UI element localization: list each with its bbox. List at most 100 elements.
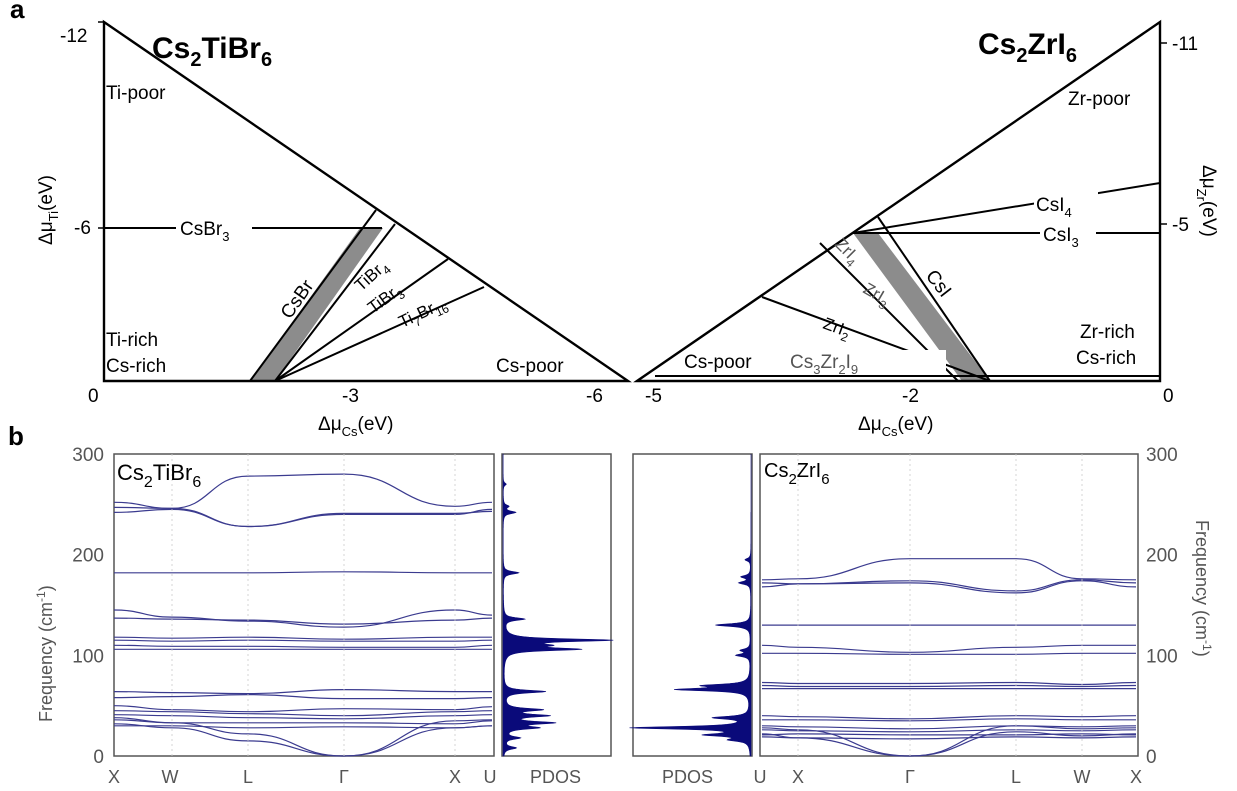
label-cs-poor-right: Cs-poor — [684, 352, 752, 373]
xtick-label-right: W — [1074, 767, 1091, 787]
label-cs-poor-left: Cs-poor — [496, 356, 564, 377]
frame-pdos-right — [632, 453, 753, 757]
label-bg-csi4 — [1034, 190, 1098, 216]
ytick-label: -6 — [74, 218, 91, 239]
boundary-csi4 — [852, 182, 1161, 234]
xtick-label: -2 — [902, 386, 919, 407]
y-axis-label-right: ΔμZr(eV) — [1194, 165, 1219, 237]
label-csi: CsI — [921, 266, 955, 301]
phonon-band-cs2zri6-14 — [761, 733, 1137, 736]
label-ti-rich: Ti-rich — [106, 330, 158, 351]
xtick-label-left: W — [162, 767, 179, 787]
panel-b-label: b — [8, 421, 24, 451]
label-bands-cs2tibr6: Cs2TiBr6 — [117, 460, 201, 491]
pdos-label-right: PDOS — [662, 767, 713, 787]
xtick-label-left: X — [449, 767, 461, 787]
phonon-band-cs2tibr6-7 — [113, 636, 492, 640]
stable-region-cs2zri6 — [853, 233, 990, 381]
phonon-band-cs2zri6-11 — [762, 718, 1136, 722]
phase-diagram-cs2tibr6: Cs2TiBr6 Ti-poor Ti-rich Cs-rich Cs-poor… — [36, 19, 632, 439]
xtick-label: -3 — [342, 386, 359, 407]
ytick-label: -5 — [1172, 215, 1189, 236]
ytick-label-left: 300 — [72, 445, 104, 466]
pdos-area-left — [502, 453, 614, 757]
boundary-tibr3 — [274, 258, 449, 382]
xtick-label-left: L — [243, 767, 253, 787]
label-cs-rich-right: Cs-rich — [1076, 348, 1136, 369]
pdos-area-right — [629, 454, 752, 757]
phonon-band-cs2zri6-3 — [761, 580, 1137, 594]
xtick-label-right: X — [792, 767, 804, 787]
phonon-band-cs2zri6-6 — [761, 652, 1136, 655]
ytick-label: -11 — [1172, 34, 1198, 55]
label-bands-cs2zri6: Cs2ZrI6 — [764, 460, 830, 488]
xtick-label-left: Γ — [339, 767, 349, 787]
xtick-label-right: U — [754, 767, 767, 787]
label-bg-cs3zr2i9 — [788, 350, 946, 374]
phonon-band-cs2zri6-7 — [761, 681, 1137, 686]
boundary-zri2 — [761, 296, 991, 382]
frame-bands-right — [759, 453, 1139, 757]
label-bg-csi3 — [1040, 222, 1096, 248]
ytick-label-left: 0 — [93, 747, 104, 768]
phonon-band-cs2zri6-8 — [761, 684, 1137, 688]
boundary-csbr — [249, 209, 377, 382]
phonon-band-cs2tibr6-12 — [113, 693, 493, 700]
phonon-panel: 0 100 200 300 0 100 200 300 X W L Γ X U U X Γ L W X Cs2TiBr… — [34, 445, 1214, 787]
band-lines-left — [113, 454, 493, 757]
x-axis-label-left: ΔμCs(eV) — [318, 414, 393, 439]
xtick-label: 0 — [88, 386, 99, 407]
pdos-curve-cs2zri6 — [629, 454, 752, 757]
panel-a-label: a — [10, 0, 25, 24]
label-cs-rich-left: Cs-rich — [106, 356, 166, 377]
boundary-csi — [877, 216, 991, 382]
phonon-band-cs2tibr6-2 — [113, 473, 493, 510]
boundary-ti7br16 — [274, 286, 485, 382]
label-cs3zr2i9: Cs3Zr2I9 — [790, 352, 858, 377]
phonon-band-cs2tibr6-19 — [113, 723, 493, 757]
ytick-label: -12 — [60, 26, 87, 47]
phonon-band-cs2zri6-12 — [761, 725, 1137, 730]
xtick-label-right: L — [1011, 767, 1021, 787]
phonon-band-cs2tibr6-1 — [113, 506, 493, 528]
ytick-label-left: 100 — [72, 646, 104, 667]
phonon-band-cs2tibr6-11 — [113, 688, 492, 695]
axis-ticks-b: 0 100 200 300 0 100 200 300 X W L Γ X U U X Γ L W X — [72, 445, 1177, 787]
xtick-label-left: U — [484, 767, 497, 787]
phonon-band-cs2tibr6-13 — [113, 705, 493, 713]
label-csi4: CsI4 — [1036, 195, 1072, 220]
title-cs2tibr6: Cs2TiBr6 — [152, 32, 272, 71]
xtick-label: -6 — [586, 386, 603, 407]
xtick-label-right: X — [1130, 767, 1142, 787]
ytick-label-left: 200 — [72, 546, 104, 567]
ytick-label-right: 200 — [1146, 546, 1178, 567]
stable-region-cs2tibr6 — [250, 228, 383, 381]
phonon-band-cs2tibr6-9 — [113, 644, 493, 648]
label-bg-csbr3 — [176, 214, 252, 242]
label-zri3: ZrI3 — [858, 279, 894, 313]
xtick-label-right: Γ — [905, 767, 915, 787]
phonon-band-cs2zri6-10 — [761, 715, 1137, 720]
triangle-boundary-ti — [102, 19, 632, 383]
title-cs2zri6: Cs2ZrI6 — [978, 28, 1077, 67]
xtick-label-left: X — [108, 767, 120, 787]
phase-diagram-cs2zri6: Cs2ZrI6 Zr-poor Zr-rich Cs-rich Cs-poor … — [633, 19, 1219, 439]
ytick-label-right: 100 — [1146, 646, 1178, 667]
xtick-label: -5 — [645, 386, 662, 407]
label-csbr3: CsBr3 — [180, 219, 229, 244]
pdos-curve-cs2tibr6 — [502, 453, 614, 757]
y-axis-label-freq-right: Frequency (cm-1) — [1192, 520, 1214, 657]
y-axis-label-left: ΔμTi(eV) — [36, 175, 61, 245]
label-zr-poor: Zr-poor — [1068, 89, 1131, 110]
triangle-boundary-zr — [633, 19, 1162, 383]
xtick-label: 0 — [1163, 386, 1174, 407]
phonon-band-cs2tibr6-14 — [113, 710, 493, 717]
pdos-label-left: PDOS — [530, 767, 581, 787]
phonon-band-cs2zri6-5 — [761, 644, 1136, 653]
y-axis-label-freq-left: Frequency (cm-1) — [34, 585, 56, 722]
label-csi3: CsI3 — [1043, 225, 1079, 250]
ytick-label-right: 0 — [1146, 747, 1157, 768]
label-zr-rich: Zr-rich — [1080, 322, 1135, 343]
frame-pdos-left — [501, 453, 612, 757]
